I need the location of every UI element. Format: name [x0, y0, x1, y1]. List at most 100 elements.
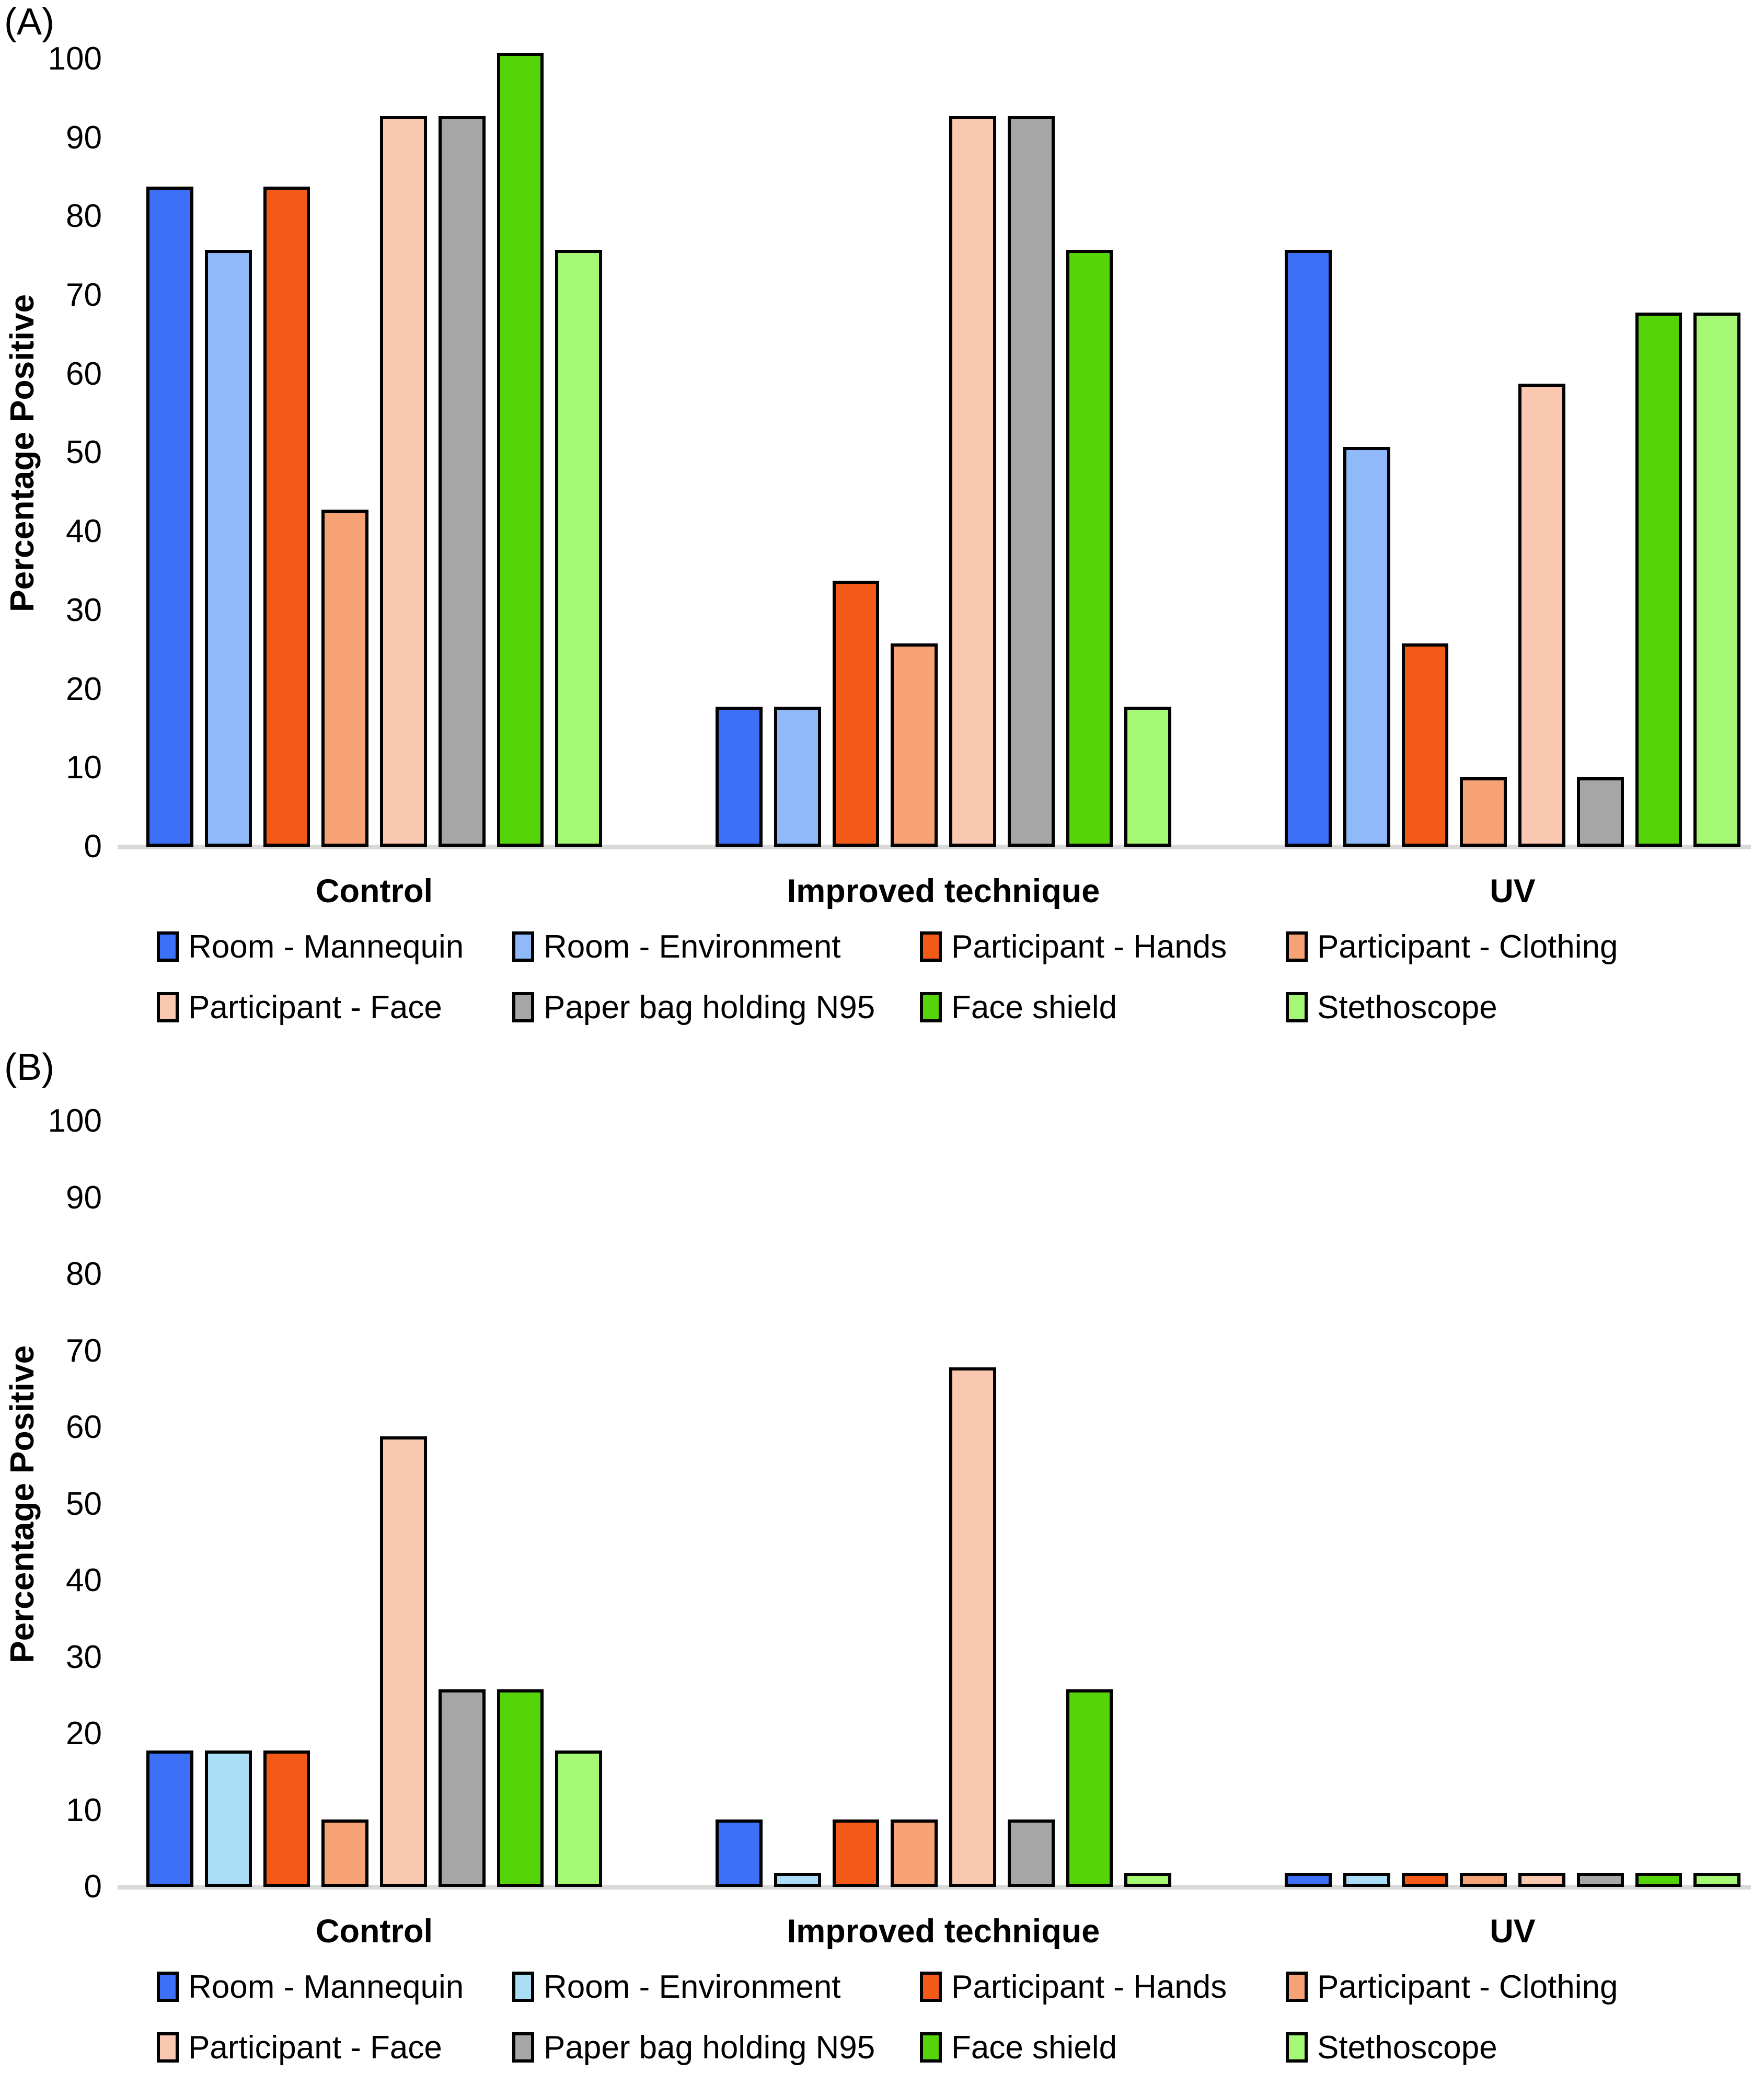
bar-participant-face-uv	[1518, 1873, 1565, 1887]
bar-paper-bag-holding-n95-control	[438, 116, 486, 847]
bar-room-mannequin-improved-technique	[716, 1819, 763, 1887]
bar-participant-clothing-uv	[1460, 777, 1507, 847]
panel-a-label: (A)	[4, 1, 54, 43]
legend-label-paper-bag-holding-n95: Paper bag holding N95	[544, 989, 875, 1026]
bar-paper-bag-holding-n95-uv	[1576, 777, 1624, 847]
plot-area	[118, 1121, 1751, 1890]
bar-participant-face-uv	[1518, 383, 1565, 847]
legend-label-room-environment: Room - Environment	[544, 1968, 841, 2005]
legend-label-participant-face: Participant - Face	[188, 2029, 442, 2066]
bar-room-mannequin-uv	[1285, 249, 1332, 847]
bar-face-shield-control	[497, 53, 544, 847]
bar-groups	[146, 1121, 1740, 1887]
legend-swatch-participant-hands	[920, 931, 942, 962]
legend-label-paper-bag-holding-n95: Paper bag holding N95	[544, 2029, 875, 2066]
bar-group-uv	[1285, 59, 1740, 847]
bar-paper-bag-holding-n95-improved-technique	[1007, 116, 1055, 847]
legend-item-stethoscope: Stethoscope	[1286, 988, 1618, 1026]
bar-paper-bag-holding-n95-control	[438, 1689, 486, 1887]
bar-stethoscope-uv	[1693, 1873, 1740, 1887]
legend-swatch-room-mannequin	[157, 931, 179, 962]
bar-room-mannequin-control	[146, 187, 193, 847]
legend-label-face-shield: Face shield	[951, 2029, 1117, 2066]
bar-participant-hands-uv	[1401, 1873, 1449, 1887]
y-axis-tick-labels: 100 90 80 70 60 50 40 30 20 10 0	[0, 1102, 102, 1906]
legend-label-participant-hands: Participant - Hands	[951, 1968, 1227, 2005]
legend-item-paper-bag-holding-n95: Paper bag holding N95	[512, 988, 920, 1026]
bar-participant-hands-control	[263, 187, 310, 847]
legend-item-participant-hands: Participant - Hands	[920, 928, 1286, 965]
y-tick-label: 20	[66, 1715, 102, 1752]
legend-swatch-room-environment	[512, 931, 534, 962]
y-tick-label: 40	[66, 513, 102, 550]
category-label-control: Control	[316, 1913, 433, 1950]
x-axis-category-labels: Control Improved technique UV	[146, 872, 1740, 911]
y-tick-label: 40	[66, 1562, 102, 1598]
bar-face-shield-improved-technique	[1066, 1689, 1113, 1887]
y-tick-label: 10	[66, 750, 102, 786]
bar-room-mannequin-uv	[1285, 1873, 1332, 1887]
y-tick-label: 20	[66, 671, 102, 707]
bar-paper-bag-holding-n95-uv	[1576, 1873, 1624, 1887]
bar-stethoscope-uv	[1693, 313, 1740, 847]
bar-participant-hands-improved-technique	[832, 1819, 880, 1887]
x-axis-line	[118, 845, 1751, 849]
panel-a: (A) Percentage Positive 100 90 80 70 60 50 40 3…	[0, 1, 1751, 1026]
bar-face-shield-improved-technique	[1066, 249, 1113, 847]
y-tick-label: 90	[66, 1179, 102, 1216]
y-tick-label: 10	[66, 1792, 102, 1828]
bar-group-improved-technique	[716, 59, 1171, 847]
legend-label-participant-face: Participant - Face	[188, 989, 442, 1026]
bar-group-uv	[1285, 1121, 1740, 1887]
bar-participant-face-improved-technique	[949, 1367, 996, 1887]
legend-swatch-participant-face	[157, 2032, 179, 2063]
legend-label-participant-hands: Participant - Hands	[951, 928, 1227, 965]
bar-participant-clothing-control	[321, 1819, 368, 1887]
y-tick-label: 0	[84, 1869, 102, 1905]
bar-participant-face-control	[380, 1436, 427, 1887]
bar-room-environment-control	[204, 1750, 252, 1887]
bar-participant-face-improved-technique	[949, 116, 996, 847]
bar-participant-hands-uv	[1401, 643, 1449, 847]
bar-room-environment-improved-technique	[774, 706, 821, 847]
y-tick-label: 100	[48, 1103, 102, 1139]
y-tick-label: 60	[66, 355, 102, 392]
legend-label-stethoscope: Stethoscope	[1317, 2029, 1497, 2066]
legend-swatch-participant-clothing	[1286, 931, 1308, 962]
y-tick-label: 50	[66, 1485, 102, 1522]
y-tick-label: 60	[66, 1409, 102, 1445]
bar-room-environment-control	[204, 249, 252, 847]
y-tick-label: 50	[66, 434, 102, 471]
legend-label-participant-clothing: Participant - Clothing	[1317, 1968, 1618, 2005]
bar-room-environment-improved-technique	[774, 1873, 821, 1887]
legend-swatch-paper-bag-holding-n95	[512, 992, 534, 1022]
y-axis-tick-labels: 100 90 80 70 60 50 40 30 20 10 0	[0, 40, 102, 866]
y-tick-label: 30	[66, 592, 102, 628]
y-tick-label: 70	[66, 277, 102, 314]
bar-participant-clothing-improved-technique	[891, 1819, 938, 1887]
bar-stethoscope-control	[555, 249, 602, 847]
legend-item-participant-face: Participant - Face	[157, 2029, 512, 2066]
legend-item-paper-bag-holding-n95: Paper bag holding N95	[512, 2029, 920, 2066]
legend-label-room-environment: Room - Environment	[544, 928, 841, 965]
y-tick-label: 30	[66, 1639, 102, 1675]
bar-participant-clothing-improved-technique	[891, 643, 938, 847]
plot-area	[118, 53, 1751, 849]
legend-item-room-environment: Room - Environment	[512, 928, 920, 965]
legend-item-face-shield: Face shield	[920, 2029, 1286, 2066]
bar-room-mannequin-control	[146, 1750, 193, 1887]
legend-item-participant-face: Participant - Face	[157, 988, 512, 1026]
bar-participant-clothing-control	[321, 510, 368, 847]
legend-label-participant-clothing: Participant - Clothing	[1317, 928, 1618, 965]
bar-participant-hands-control	[263, 1750, 310, 1887]
y-tick-label: 90	[66, 119, 102, 156]
bar-participant-hands-improved-technique	[832, 580, 880, 847]
bar-participant-clothing-uv	[1460, 1873, 1507, 1887]
bar-face-shield-uv	[1635, 313, 1682, 847]
legend-swatch-participant-clothing	[1286, 1972, 1308, 2002]
bar-room-environment-uv	[1343, 446, 1390, 847]
legend-item-room-mannequin: Room - Mannequin	[157, 928, 512, 965]
bar-group-control	[146, 53, 602, 847]
bar-room-mannequin-improved-technique	[716, 706, 763, 847]
bar-face-shield-uv	[1635, 1873, 1682, 1887]
